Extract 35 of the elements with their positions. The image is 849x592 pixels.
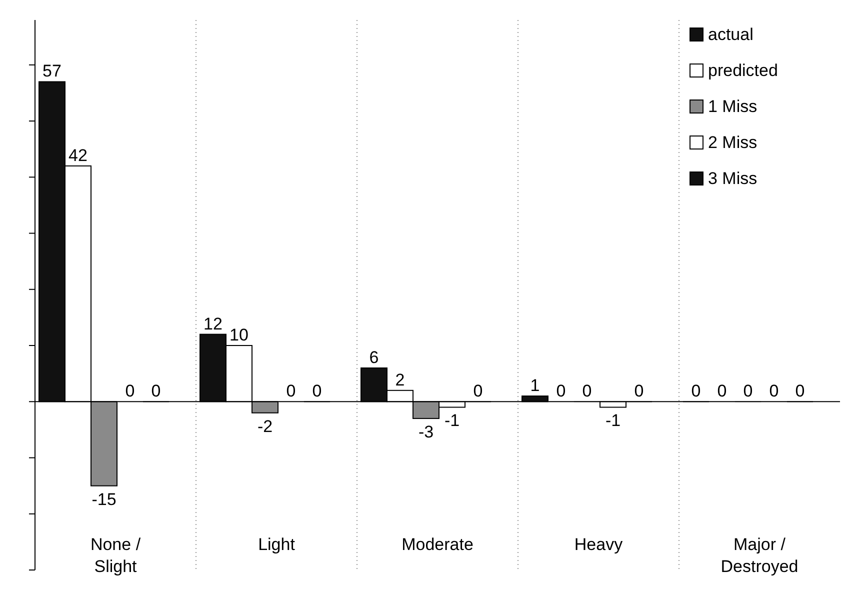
x-tick-label: Major / Destroyed — [720, 535, 798, 576]
legend-label: predicted — [708, 61, 778, 80]
data-label: 42 — [68, 146, 88, 165]
x-tick-label: None / Slight — [90, 535, 141, 576]
data-label: 10 — [230, 326, 248, 345]
data-label: 6 — [369, 348, 379, 367]
data-label: 0 — [743, 382, 753, 401]
legend-label: actual — [708, 25, 754, 44]
data-label: 12 — [204, 314, 222, 334]
data-label: 0 — [556, 382, 566, 401]
data-label: 0 — [691, 382, 701, 401]
data-label: -2 — [257, 416, 273, 436]
data-label: 0 — [312, 382, 322, 401]
data-label: 0 — [286, 382, 296, 401]
data-label: -15 — [92, 490, 116, 509]
data-label: 0 — [795, 382, 805, 401]
data-label: 0 — [582, 382, 592, 401]
data-label: -3 — [418, 422, 434, 442]
x-tick-label: Heavy — [574, 535, 624, 554]
data-label: 0 — [473, 382, 483, 401]
data-label: 0 — [717, 382, 727, 401]
data-label: 57 — [42, 62, 62, 81]
legend-label: 3 Miss — [708, 169, 758, 188]
legend-label: 2 Miss — [708, 133, 758, 152]
data-label: 0 — [634, 382, 644, 401]
data-label: -1 — [605, 411, 621, 430]
x-tick-label: Moderate — [402, 535, 474, 554]
data-label: 2 — [395, 370, 405, 390]
data-label: 1 — [530, 376, 540, 396]
x-tick-label: Light — [258, 535, 296, 554]
data-label: -1 — [444, 411, 460, 430]
data-label: 0 — [125, 382, 135, 401]
data-label: 0 — [769, 382, 779, 401]
data-label: 0 — [151, 382, 161, 401]
legend-label: 1 Miss — [708, 97, 758, 116]
